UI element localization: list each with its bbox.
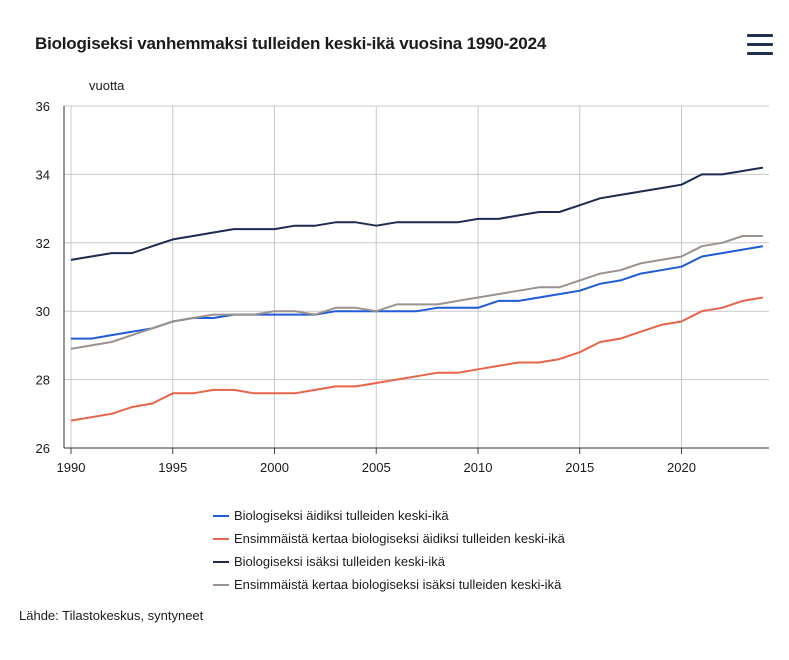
- tick-labels: 26 28 30 32 34 36 1990 1995 2000 2005 2010 2015 2020: [36, 99, 696, 475]
- legend-item-first-time-mothers[interactable]: Ensimmäistä kertaa biologiseksi äidiksi …: [213, 527, 565, 550]
- grid-lines: [64, 105, 769, 448]
- legend-label: Biologiseksi äidiksi tulleiden keski-ikä: [234, 508, 449, 523]
- y-tick-label: 28: [36, 373, 50, 388]
- series-line-3: [70, 166, 764, 261]
- legend-label: Ensimmäistä kertaa biologiseksi äidiksi …: [234, 531, 565, 546]
- axes: [63, 106, 769, 454]
- y-tick-label: 26: [36, 441, 50, 456]
- legend-swatch: [213, 560, 229, 563]
- y-tick-label: 30: [36, 304, 50, 319]
- series-lines: [70, 166, 764, 422]
- chart-title: Biologiseksi vanhemmaksi tulleiden keski…: [35, 34, 547, 53]
- hamburger-menu-icon[interactable]: [747, 34, 773, 56]
- legend-swatch: [213, 514, 229, 517]
- x-tick-label: 2010: [464, 460, 493, 475]
- series-line-2: [70, 296, 764, 422]
- y-axis-label: vuotta: [89, 78, 125, 93]
- x-tick-label: 2020: [667, 460, 696, 475]
- legend-item-mothers[interactable]: Biologiseksi äidiksi tulleiden keski-ikä: [213, 504, 565, 527]
- y-tick-label: 36: [36, 99, 50, 114]
- legend-label: Biologiseksi isäksi tulleiden keski-ikä: [234, 554, 445, 569]
- x-tick-label: 2000: [260, 460, 289, 475]
- y-tick-label: 34: [36, 167, 50, 182]
- y-tick-label: 32: [36, 236, 50, 251]
- legend-item-first-time-fathers[interactable]: Ensimmäistä kertaa biologiseksi isäksi t…: [213, 573, 565, 596]
- source-note: Lähde: Tilastokeskus, syntyneet: [19, 608, 204, 623]
- x-tick-label: 1990: [57, 460, 86, 475]
- legend-label: Ensimmäistä kertaa biologiseksi isäksi t…: [234, 577, 562, 592]
- legend-swatch: [213, 583, 229, 586]
- legend: Biologiseksi äidiksi tulleiden keski-ikä…: [213, 504, 565, 596]
- legend-item-fathers[interactable]: Biologiseksi isäksi tulleiden keski-ikä: [213, 550, 565, 573]
- x-tick-label: 1995: [158, 460, 187, 475]
- legend-swatch: [213, 537, 229, 540]
- x-tick-label: 2005: [362, 460, 391, 475]
- series-line-4: [70, 235, 763, 350]
- x-tick-label: 2015: [565, 460, 594, 475]
